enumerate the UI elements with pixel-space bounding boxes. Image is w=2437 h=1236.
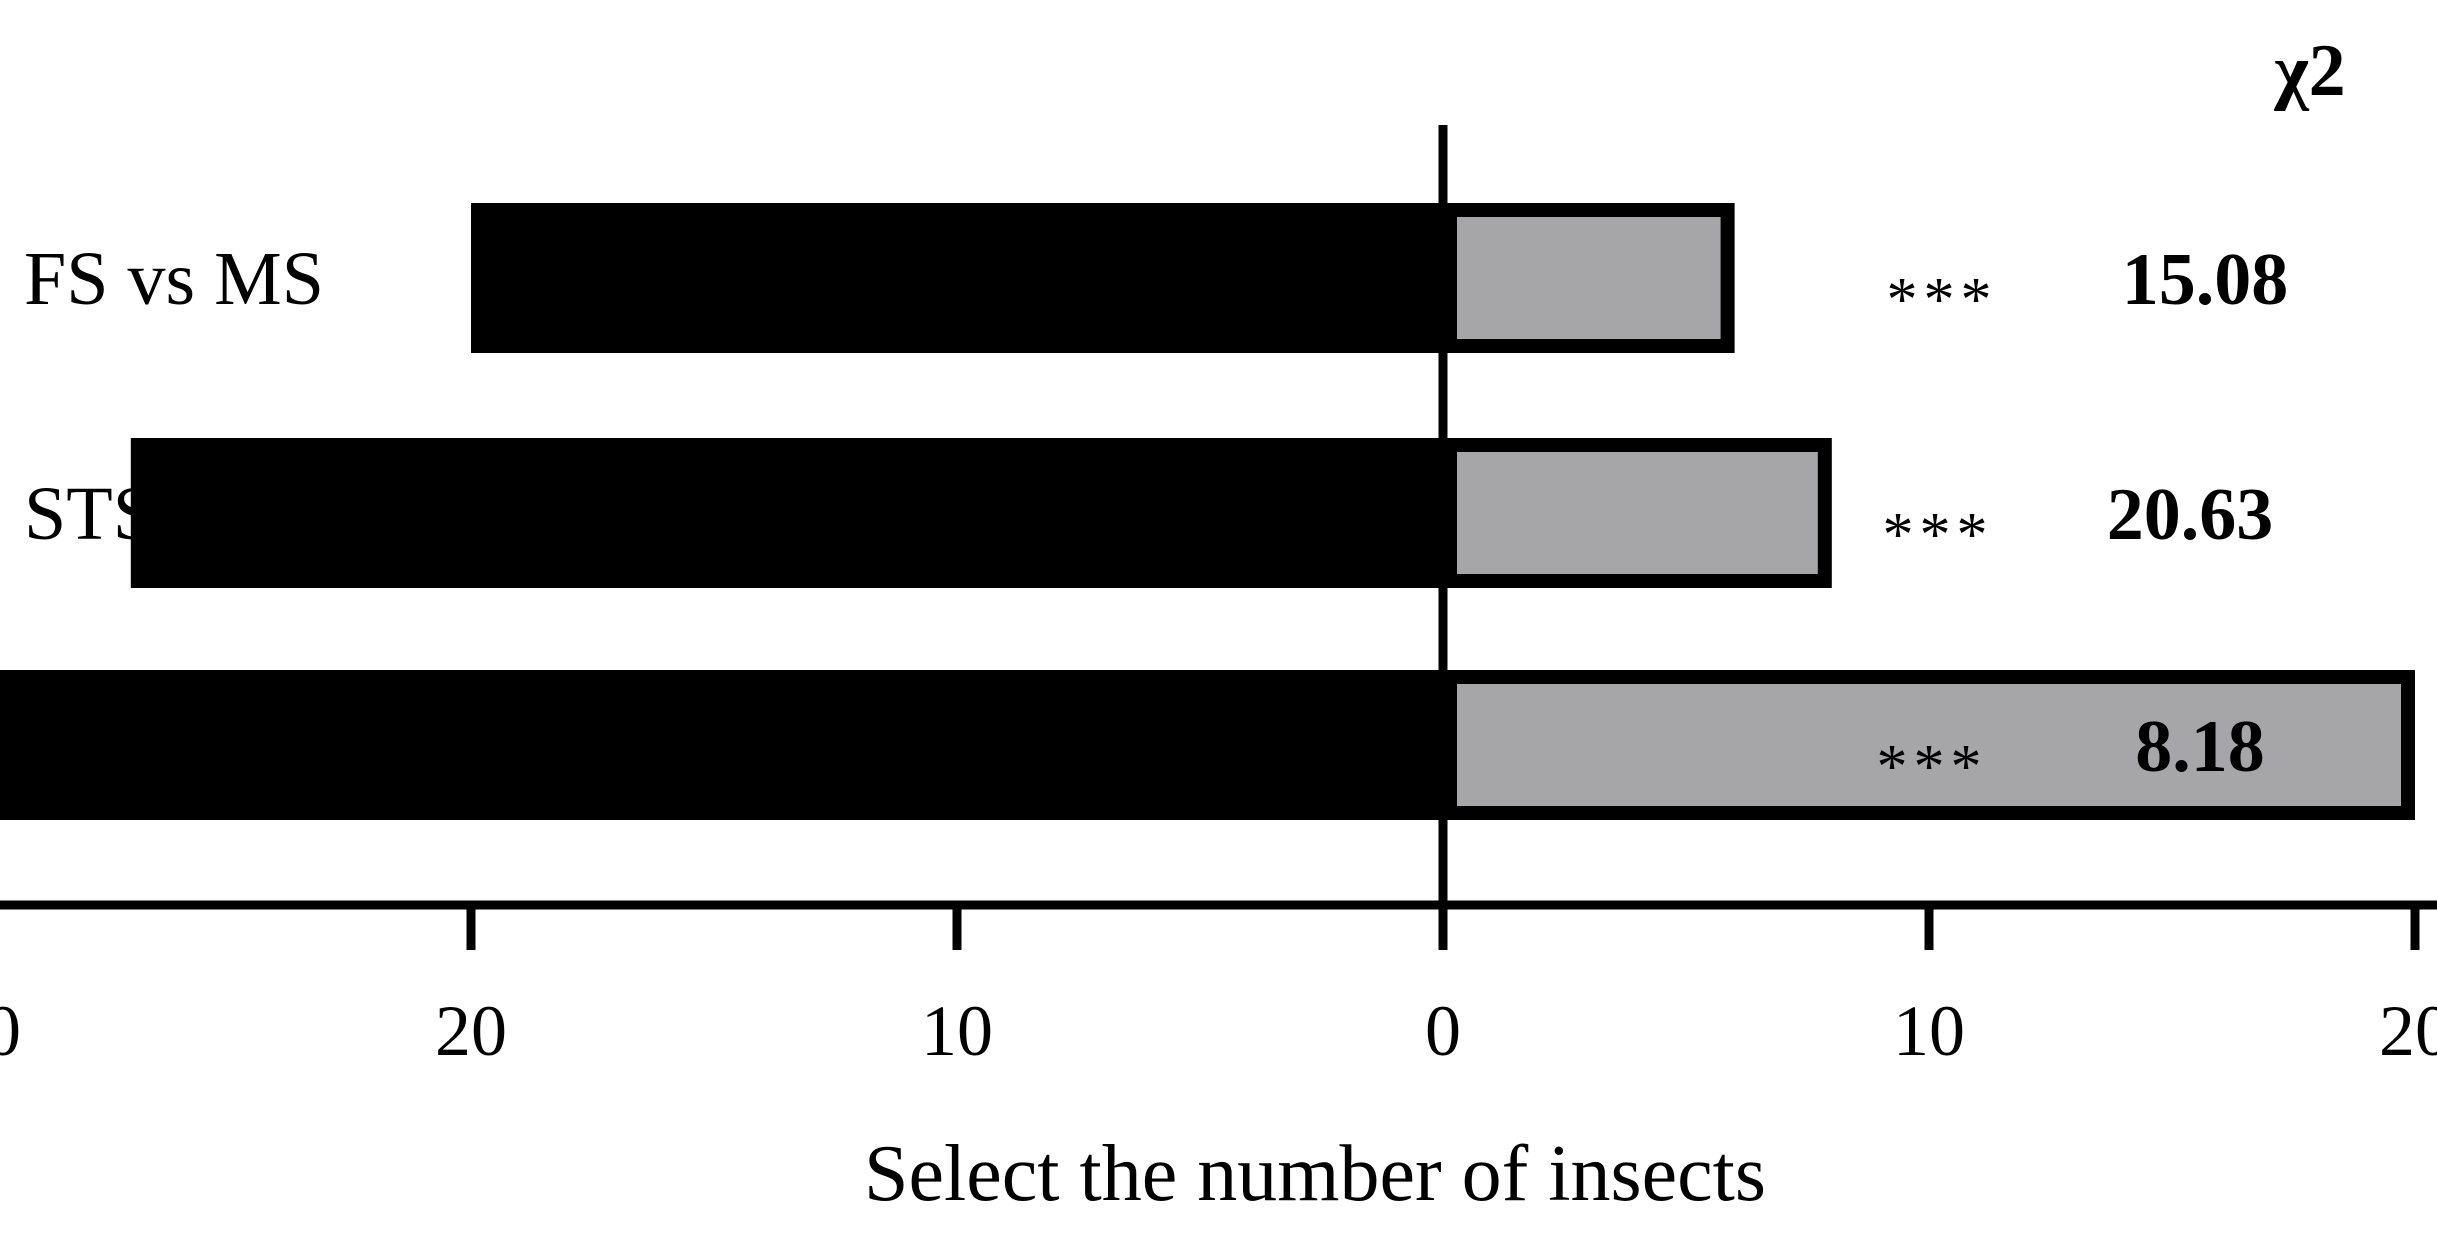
x-tick-label-3: 10	[921, 991, 993, 1071]
chi-square-value-0: 15.08	[2122, 239, 2289, 321]
bar-right-1	[1443, 438, 1832, 588]
x-axis-title: Select the number of insects	[864, 1130, 1766, 1218]
x-axis: 403020100102030	[0, 900, 2437, 1071]
bar-left-1	[130, 438, 1443, 588]
bar-right-0	[1443, 203, 1735, 353]
significance-stars-2: ***	[1877, 733, 1988, 801]
bar-left-2	[0, 670, 1443, 820]
chi-square-header: χ2	[2273, 30, 2345, 112]
category-label-1: STS vs FS	[24, 472, 345, 556]
chi-square-value-1: 20.63	[2107, 474, 2274, 556]
bar-left-0	[471, 203, 1443, 353]
category-labels: FS vs MS STS vs FS SS vs STS	[24, 237, 345, 788]
x-tick-label-1: 30	[0, 991, 21, 1071]
category-label-0: FS vs MS	[24, 237, 324, 321]
significance-stars-0: ***	[1887, 266, 1998, 334]
bar-right-2	[1443, 670, 2415, 820]
x-tick-label-5: 10	[1893, 991, 1965, 1071]
category-label-2: SS vs STS	[24, 704, 345, 788]
significance-annotations: *** *** *** 15.08 20.63 8.18	[1877, 239, 2289, 801]
chi-square-value-2: 8.18	[2135, 706, 2265, 788]
x-tick-label-6: 20	[2379, 991, 2437, 1071]
significance-stars-1: ***	[1883, 501, 1994, 569]
x-tick-label-2: 20	[435, 991, 507, 1071]
bars-layer	[0, 203, 2415, 820]
x-ticks: 403020100102030	[0, 905, 2437, 1071]
x-tick-label-4: 0	[1425, 991, 1461, 1071]
